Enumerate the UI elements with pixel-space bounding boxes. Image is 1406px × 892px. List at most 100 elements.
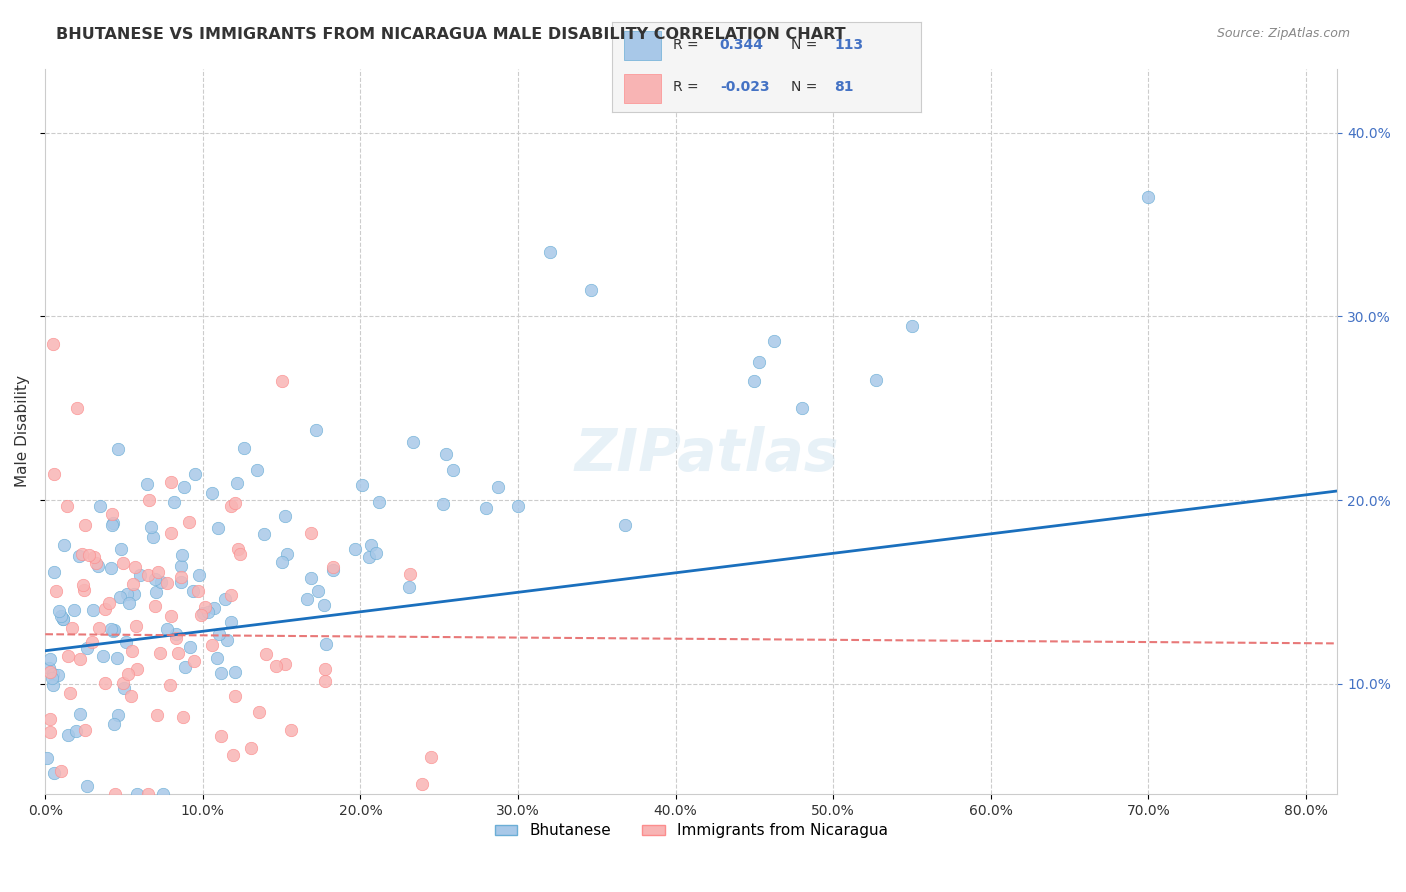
Legend: Bhutanese, Immigrants from Nicaragua: Bhutanese, Immigrants from Nicaragua — [488, 817, 894, 845]
Bhutanese — [208, 627, 231, 641]
Immigrants from Nicaragua — [69, 652, 91, 666]
Bhutanese — [152, 787, 174, 801]
Immigrants from Nicaragua — [224, 496, 246, 510]
Immigrants from Nicaragua — [138, 492, 160, 507]
Immigrants from Nicaragua — [177, 515, 200, 529]
Bhutanese — [128, 567, 150, 582]
Bhutanese — [614, 517, 637, 532]
Bhutanese — [304, 423, 326, 437]
Immigrants from Nicaragua — [156, 575, 179, 590]
Bhutanese — [42, 678, 65, 692]
Bhutanese — [42, 667, 65, 681]
Text: N =: N = — [792, 80, 817, 95]
Bhutanese — [432, 497, 454, 511]
Bhutanese — [100, 622, 122, 636]
Bhutanese — [122, 587, 145, 601]
Immigrants from Nicaragua — [247, 705, 270, 719]
Bhutanese — [118, 596, 141, 610]
Immigrants from Nicaragua — [59, 686, 82, 700]
Immigrants from Nicaragua — [222, 747, 245, 762]
Immigrants from Nicaragua — [314, 673, 336, 688]
Bhutanese — [901, 318, 924, 333]
Bhutanese — [110, 541, 132, 556]
Bhutanese — [295, 592, 318, 607]
Immigrants from Nicaragua — [82, 635, 104, 649]
Bhutanese — [115, 587, 138, 601]
Immigrants from Nicaragua — [167, 646, 190, 660]
Bhutanese — [367, 495, 389, 509]
Bhutanese — [364, 546, 387, 560]
Bhutanese — [214, 591, 236, 606]
Immigrants from Nicaragua — [270, 374, 292, 388]
Immigrants from Nicaragua — [420, 750, 443, 764]
Bhutanese — [82, 602, 104, 616]
Bhutanese — [357, 549, 380, 564]
Bhutanese — [63, 603, 86, 617]
Bhutanese — [76, 640, 98, 655]
Bhutanese — [1137, 190, 1160, 204]
Bhutanese — [149, 574, 172, 589]
Bhutanese — [86, 558, 108, 573]
Immigrants from Nicaragua — [56, 648, 79, 663]
Immigrants from Nicaragua — [97, 596, 120, 610]
Text: ZIPatlas: ZIPatlas — [575, 425, 839, 483]
Bhutanese — [91, 649, 114, 664]
Immigrants from Nicaragua — [39, 713, 62, 727]
Immigrants from Nicaragua — [136, 568, 159, 582]
Bhutanese — [52, 538, 75, 552]
Immigrants from Nicaragua — [209, 729, 232, 743]
Text: -0.023: -0.023 — [720, 80, 769, 95]
Immigrants from Nicaragua — [120, 689, 142, 703]
Bhutanese — [100, 561, 122, 575]
Text: 81: 81 — [834, 80, 853, 95]
Bhutanese — [170, 558, 193, 573]
Bar — [624, 74, 661, 103]
Immigrants from Nicaragua — [122, 577, 145, 591]
Immigrants from Nicaragua — [73, 723, 96, 737]
Bhutanese — [67, 549, 90, 563]
Immigrants from Nicaragua — [190, 608, 212, 623]
Immigrants from Nicaragua — [83, 549, 105, 564]
Bhutanese — [163, 495, 186, 509]
Immigrants from Nicaragua — [127, 662, 149, 676]
Bhutanese — [184, 467, 207, 482]
Text: BHUTANESE VS IMMIGRANTS FROM NICARAGUA MALE DISABILITY CORRELATION CHART: BHUTANESE VS IMMIGRANTS FROM NICARAGUA M… — [56, 27, 846, 42]
Bhutanese — [224, 665, 246, 679]
Bhutanese — [350, 478, 373, 492]
Text: N =: N = — [792, 37, 817, 52]
Immigrants from Nicaragua — [77, 549, 100, 563]
Bhutanese — [107, 708, 129, 723]
Immigrants from Nicaragua — [322, 560, 344, 574]
Immigrants from Nicaragua — [194, 599, 217, 614]
Immigrants from Nicaragua — [42, 467, 65, 481]
Immigrants from Nicaragua — [224, 690, 246, 704]
Immigrants from Nicaragua — [183, 654, 205, 668]
Immigrants from Nicaragua — [160, 609, 183, 624]
Bhutanese — [48, 604, 70, 618]
Text: 0.344: 0.344 — [720, 37, 763, 52]
Immigrants from Nicaragua — [228, 548, 250, 562]
Bhutanese — [108, 591, 131, 605]
Bhutanese — [173, 660, 195, 674]
Bhutanese — [398, 580, 420, 594]
Bhutanese — [307, 583, 329, 598]
Immigrants from Nicaragua — [159, 678, 181, 692]
Bhutanese — [38, 661, 60, 675]
Immigrants from Nicaragua — [254, 647, 277, 661]
Bhutanese — [274, 509, 297, 524]
Immigrants from Nicaragua — [45, 584, 67, 599]
Immigrants from Nicaragua — [62, 621, 84, 635]
Immigrants from Nicaragua — [125, 619, 148, 633]
Immigrants from Nicaragua — [117, 667, 139, 681]
Bhutanese — [114, 635, 136, 649]
Bhutanese — [65, 724, 87, 739]
Bhutanese — [207, 650, 229, 665]
Bhutanese — [141, 520, 163, 534]
Immigrants from Nicaragua — [72, 547, 94, 561]
Immigrants from Nicaragua — [84, 556, 107, 570]
Bhutanese — [101, 516, 124, 531]
Bhutanese — [744, 374, 766, 388]
Bhutanese — [486, 480, 509, 494]
Immigrants from Nicaragua — [148, 565, 170, 579]
Text: R =: R = — [673, 37, 699, 52]
